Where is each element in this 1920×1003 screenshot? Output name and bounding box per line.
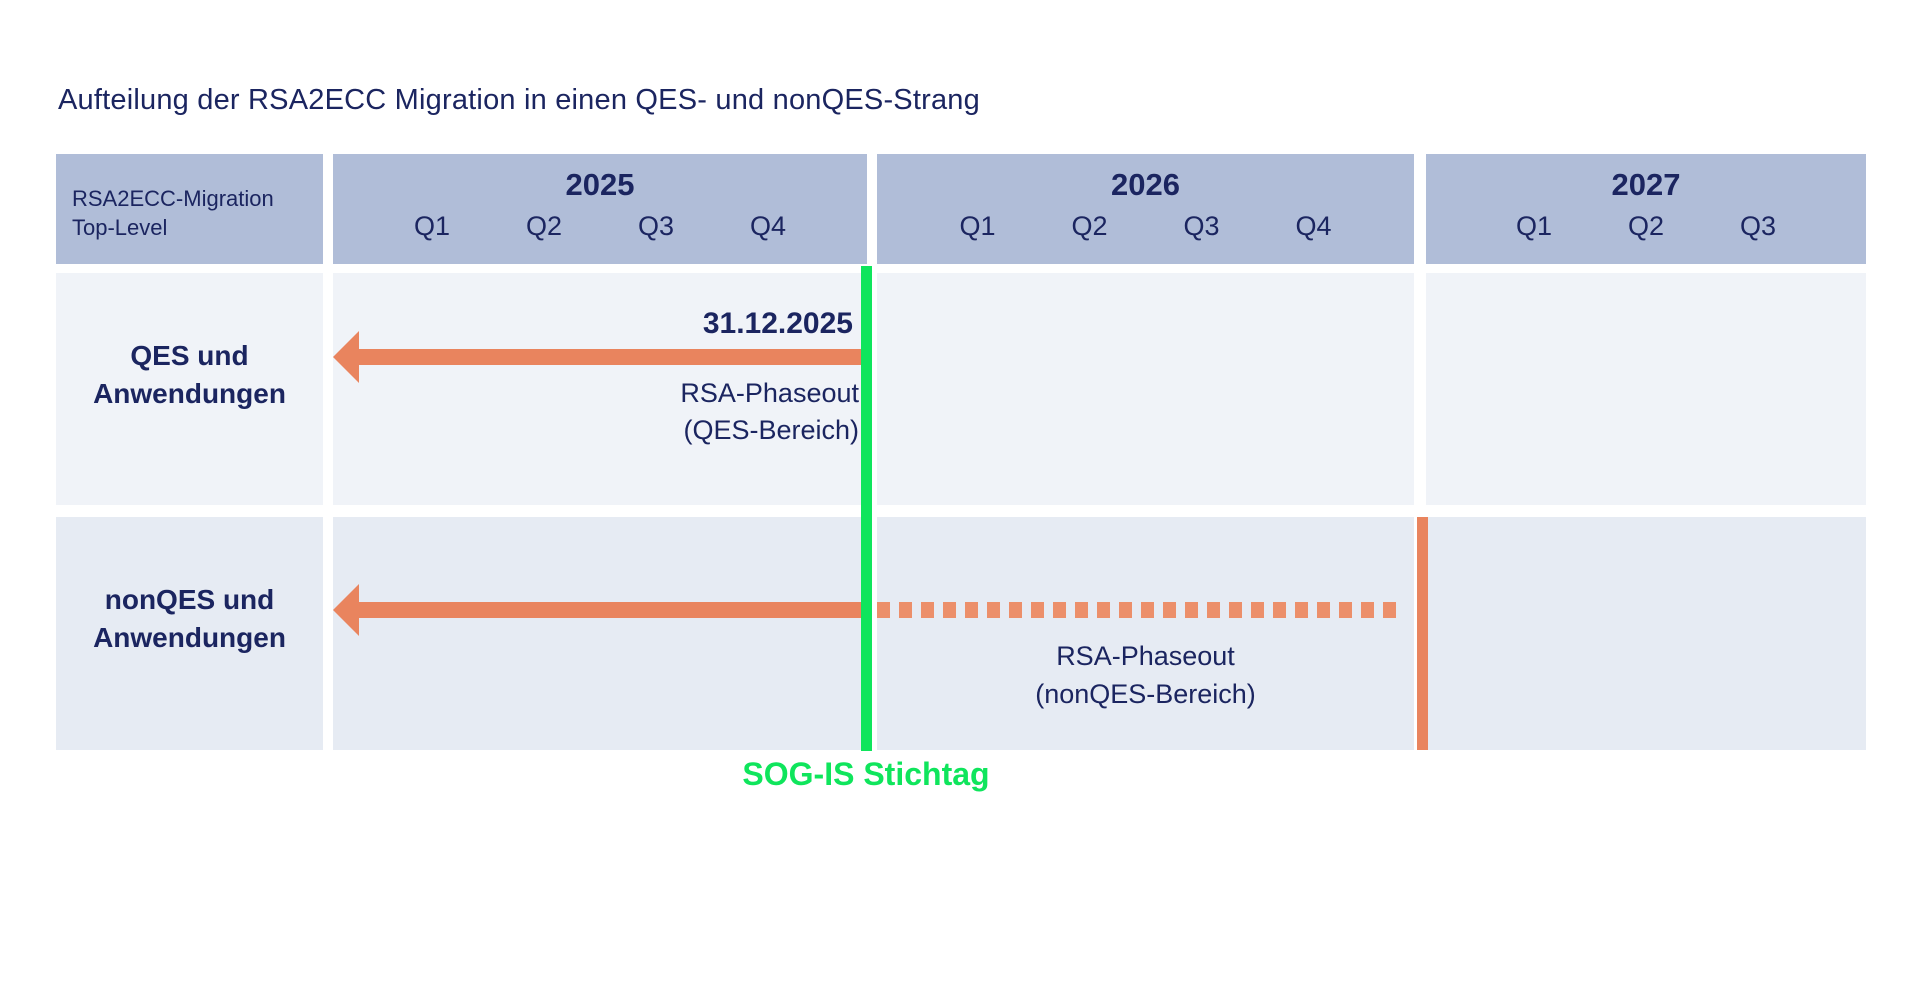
nonqes-phaseout-arrow [357, 602, 867, 618]
row-label-nonqes-line1: nonQES und [104, 584, 275, 615]
year-header-2025: 2025 Q1 Q2 Q3 Q4 [333, 154, 867, 264]
corner-header-line2: Top-Level [72, 215, 168, 241]
year-label-2025: 2025 [565, 167, 635, 202]
row-label-qes-line2: Anwendungen [93, 378, 286, 409]
left-arrowhead-icon [333, 584, 359, 636]
year-label-2027: 2027 [1611, 167, 1681, 202]
row-label-qes: QES und Anwendungen [56, 273, 323, 505]
corner-header-line1: RSA2ECC-Migration [72, 186, 274, 211]
nonqes-phaseout-dotted-line [877, 602, 1404, 618]
nonqes-end-marker [1417, 517, 1428, 750]
nonqes-phaseout-label: RSA-Phaseout (nonQES-Bereich) [877, 637, 1414, 713]
quarter-row-2025: Q1 Q2 Q3 Q4 [333, 211, 867, 242]
quarter-label-2026-q1: Q1 [959, 211, 996, 241]
table-corner-header: RSA2ECC-Migration Top-Level [56, 154, 323, 264]
quarter-label-2025-q2: Q2 [525, 211, 563, 241]
nonqes-timeline-2027-cell [1426, 517, 1866, 750]
qes-phaseout-label-line2: (QES-Bereich) [683, 415, 859, 445]
nonqes-timeline-2026-cell: RSA-Phaseout (nonQES-Bereich) [877, 517, 1414, 750]
qes-timeline-2027-cell [1426, 273, 1866, 505]
row-label-qes-line1: QES und [130, 340, 249, 371]
page-title: Aufteilung der RSA2ECC Migration in eine… [58, 84, 980, 116]
quarter-label-2026-q4: Q4 [1295, 211, 1332, 241]
row-label-nonqes-line2: Anwendungen [93, 622, 286, 653]
qes-phaseout-arrow [357, 349, 867, 365]
sogis-milestone-label: SOG-IS Stichtag [742, 756, 990, 792]
year-label-2026: 2026 [1111, 167, 1180, 202]
quarter-label-2027-q2: Q2 [1627, 211, 1665, 241]
year-header-2026: 2026 Q1 Q2 Q3 Q4 [877, 154, 1414, 264]
nonqes-phaseout-label-line2: (nonQES-Bereich) [1035, 679, 1256, 709]
nonqes-phaseout-label-line1: RSA-Phaseout [1056, 641, 1235, 671]
quarter-label-2025-q3: Q3 [637, 211, 675, 241]
qes-timeline-2026-cell [877, 273, 1414, 505]
quarter-label-2027-q3: Q3 [1739, 211, 1777, 241]
sogis-deadline-line [861, 266, 872, 751]
year-header-2027: 2027 Q1 Q2 Q3 [1426, 154, 1866, 264]
quarter-label-2025-q4: Q4 [749, 211, 787, 241]
quarter-label-2026-q3: Q3 [1183, 211, 1220, 241]
quarter-row-2027: Q1 Q2 Q3 [1426, 211, 1866, 242]
qes-timeline-2025-cell: 31.12.2025 RSA-Phaseout (QES-Bereich) [333, 273, 867, 505]
qes-phaseout-label-line1: RSA-Phaseout [680, 378, 859, 408]
quarter-row-2026: Q1 Q2 Q3 Q4 [877, 211, 1414, 242]
quarter-label-2027-q1: Q1 [1515, 211, 1553, 241]
qes-deadline-label: 31.12.2025 [702, 307, 853, 340]
quarter-label-2026-q2: Q2 [1071, 211, 1108, 241]
qes-phaseout-label: RSA-Phaseout (QES-Bereich) [680, 375, 859, 449]
quarter-label-2025-q1: Q1 [413, 211, 451, 241]
row-label-nonqes: nonQES und Anwendungen [56, 517, 323, 750]
nonqes-timeline-2025-cell [333, 517, 867, 750]
left-arrowhead-icon [333, 331, 359, 383]
